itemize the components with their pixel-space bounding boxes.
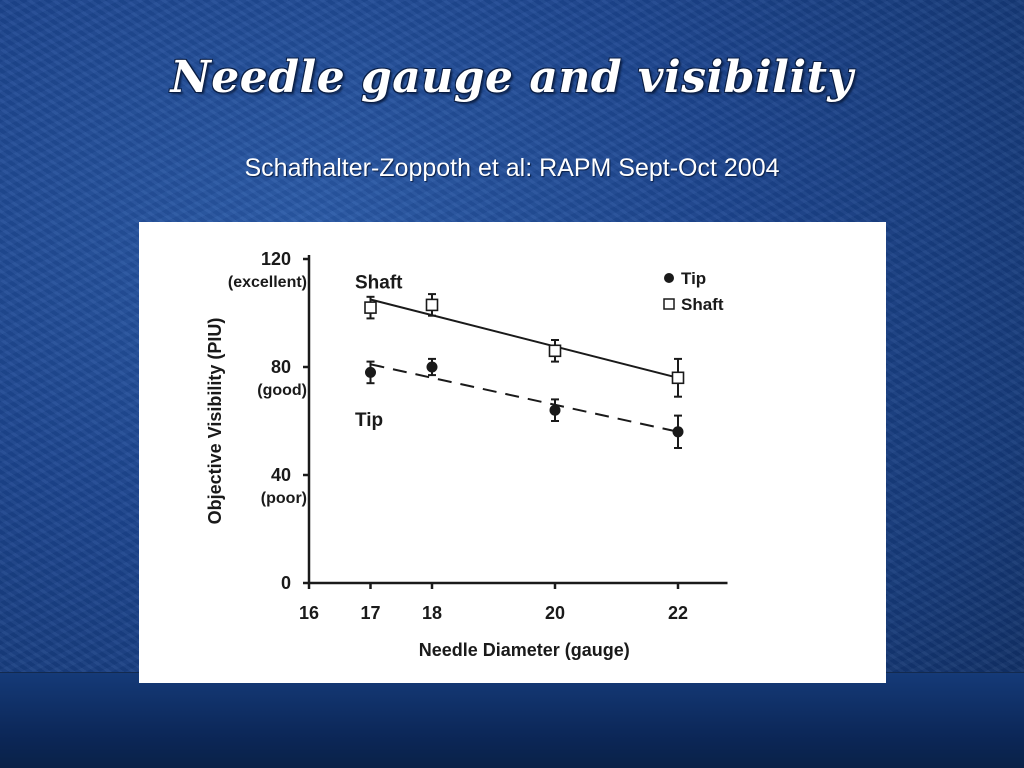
- y-tick-qualifier: (good): [257, 382, 307, 399]
- legend-shaft-marker: [663, 298, 675, 310]
- x-tick-label: 18: [422, 603, 442, 623]
- x-tick-label: 22: [668, 603, 688, 623]
- chart-svg: 120 (excellent) 80 (good) 40 (poor) 0 16 17 18 20 2…: [205, 249, 728, 660]
- y-tick-label: 120: [261, 249, 291, 269]
- shaft-data-point: [425, 298, 439, 312]
- shaft-data-point: [548, 344, 562, 358]
- chart-legend: Tip Shaft: [663, 269, 724, 314]
- tip-annotation: Tip: [355, 410, 383, 431]
- legend-entry-shaft: Shaft: [681, 295, 724, 314]
- x-tick-label: 20: [545, 603, 565, 623]
- tip-data-point: [672, 426, 684, 438]
- x-tick-label: 16: [299, 603, 319, 623]
- y-tick-qualifier: (poor): [261, 490, 307, 507]
- footer-band: [0, 672, 1024, 768]
- x-tick-label: 17: [360, 603, 380, 623]
- tip-fit-line: [370, 363, 679, 433]
- y-tick-label: 80: [271, 357, 291, 377]
- fit-lines: [370, 298, 679, 433]
- shaft-fit-line: [370, 298, 679, 379]
- y-tick-label: 40: [271, 465, 291, 485]
- y-tick-qualifier: (excellent): [228, 274, 307, 291]
- slide-subtitle: Schafhalter-Zoppoth et al: RAPM Sept-Oct…: [244, 154, 780, 182]
- legend-entry-tip: Tip: [681, 269, 706, 288]
- data-points: [364, 293, 685, 449]
- tip-data-point: [365, 366, 376, 378]
- slide-title: Needle gauge and visibility: [170, 52, 854, 103]
- shaft-data-point: [671, 371, 685, 385]
- y-axis-label: Objective Visibility (PIU): [205, 318, 225, 525]
- x-axis-label: Needle Diameter (gauge): [419, 640, 630, 660]
- tip-data-point: [426, 361, 438, 373]
- shaft-annotation: Shaft: [355, 272, 403, 293]
- chart-axes: [303, 255, 728, 589]
- shaft-data-point: [364, 301, 377, 314]
- legend-tip-marker: [664, 273, 674, 283]
- tip-data-point: [549, 404, 561, 416]
- chart-panel: 120 (excellent) 80 (good) 40 (poor) 0 16 17 18 20 2…: [139, 222, 886, 683]
- chart-labels: 120 (excellent) 80 (good) 40 (poor) 0 16 17 18 20 2…: [205, 249, 688, 660]
- y-tick-label: 0: [281, 573, 291, 593]
